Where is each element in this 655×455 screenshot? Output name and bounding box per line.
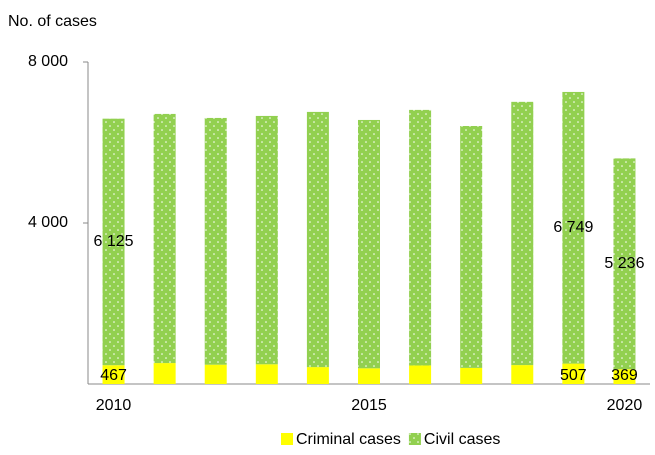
bar-segment [460, 125, 483, 368]
bar-segment [153, 113, 176, 364]
x-tick-label: 2015 [351, 397, 387, 414]
data-label: 467 [100, 367, 127, 384]
data-label: 6 125 [94, 233, 134, 250]
bar-segment [306, 367, 329, 384]
bar-segment [204, 364, 227, 384]
bar-segment [153, 363, 176, 384]
bar-segment [255, 115, 278, 365]
data-label: 5 236 [604, 255, 644, 272]
bar-segment [255, 364, 278, 384]
bar-segment [409, 109, 432, 366]
bar-segment [562, 363, 585, 384]
data-label: 6 749 [553, 219, 593, 236]
bar-segment [409, 365, 432, 384]
bar-segment [306, 111, 329, 368]
bar-segment [358, 368, 380, 384]
bar-segment [511, 365, 534, 384]
bar-segment [460, 367, 483, 384]
bar-segment [562, 91, 585, 364]
bar-segment [204, 117, 227, 365]
y-axis-title: No. of cases [8, 13, 97, 30]
bar-segment [102, 365, 125, 384]
y-tick-label: 8 000 [28, 53, 68, 70]
bar-segment [358, 119, 380, 369]
data-label: 507 [560, 367, 587, 384]
legend-label: Civil cases [424, 431, 500, 448]
bar-segment [613, 158, 636, 370]
x-tick-label: 2020 [607, 397, 643, 414]
y-tick-label: 4 000 [28, 214, 68, 231]
bar-segment [102, 118, 125, 366]
legend-label: Criminal cases [296, 431, 401, 448]
bar-segment [613, 369, 636, 384]
legend-swatch [408, 433, 421, 445]
x-tick-label: 2010 [96, 397, 132, 414]
bar-segment [511, 101, 534, 366]
data-label: 369 [611, 367, 638, 384]
legend-swatch [281, 433, 293, 445]
